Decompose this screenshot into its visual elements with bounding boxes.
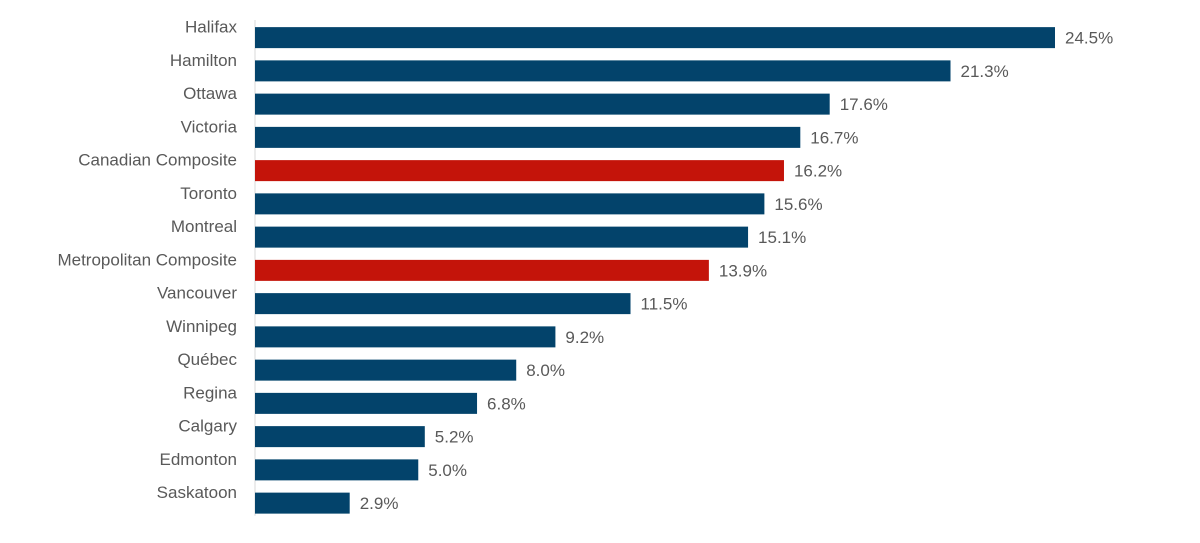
value-label: 16.2% (794, 162, 842, 181)
value-label: 2.9% (360, 494, 399, 513)
value-label: 21.3% (961, 62, 1009, 81)
bar-toronto (255, 193, 765, 215)
bar-canadian-composite (255, 160, 784, 182)
bar-hamilton (255, 60, 951, 82)
category-label: Halifax (185, 18, 237, 37)
bar-metropolitan-composite (255, 259, 709, 281)
value-label: 6.8% (487, 394, 526, 413)
value-label: 5.2% (435, 428, 474, 447)
bar-calgary (255, 426, 425, 448)
category-label: Ottawa (183, 84, 237, 103)
value-labels-group: 24.5% 21.3% 17.6% 16.7% 16.2% 15.6% 15.1% 13.9%… (360, 29, 1114, 514)
category-label: Saskatoon (157, 483, 237, 502)
bar-halifax (255, 27, 1055, 49)
value-label: 13.9% (719, 261, 767, 280)
bar-vancouver (255, 293, 631, 315)
category-label: Regina (183, 383, 237, 402)
bar-saskatoon (255, 492, 350, 514)
category-label: Victoria (181, 117, 238, 136)
value-label: 24.5% (1065, 29, 1113, 48)
bar-qu-bec (255, 359, 517, 381)
value-label: 8.0% (526, 361, 565, 380)
bar-regina (255, 392, 478, 414)
bar-edmonton (255, 459, 419, 481)
bar-victoria (255, 126, 801, 148)
value-label: 15.6% (774, 195, 822, 214)
bar-montreal (255, 226, 749, 248)
category-label: Québec (177, 350, 237, 369)
bar-winnipeg (255, 326, 556, 348)
value-label: 15.1% (758, 228, 806, 247)
category-label: Vancouver (157, 284, 237, 303)
category-label: Calgary (178, 417, 237, 436)
category-label: Montreal (171, 217, 237, 236)
value-label: 11.5% (641, 295, 688, 314)
category-label: Toronto (180, 184, 237, 203)
value-label: 16.7% (810, 128, 858, 147)
value-label: 17.6% (840, 95, 888, 114)
category-label: Hamilton (170, 51, 237, 70)
category-label: Edmonton (160, 450, 238, 469)
category-labels-group: Halifax Hamilton Ottawa Victoria Canadian Co… (57, 18, 237, 503)
category-label: Canadian Composite (78, 151, 237, 170)
bars-group (255, 27, 1055, 514)
category-label: Winnipeg (166, 317, 237, 336)
bar-ottawa (255, 93, 830, 115)
category-label: Metropolitan Composite (57, 250, 237, 269)
value-label: 9.2% (565, 328, 604, 347)
value-label: 5.0% (428, 461, 467, 480)
